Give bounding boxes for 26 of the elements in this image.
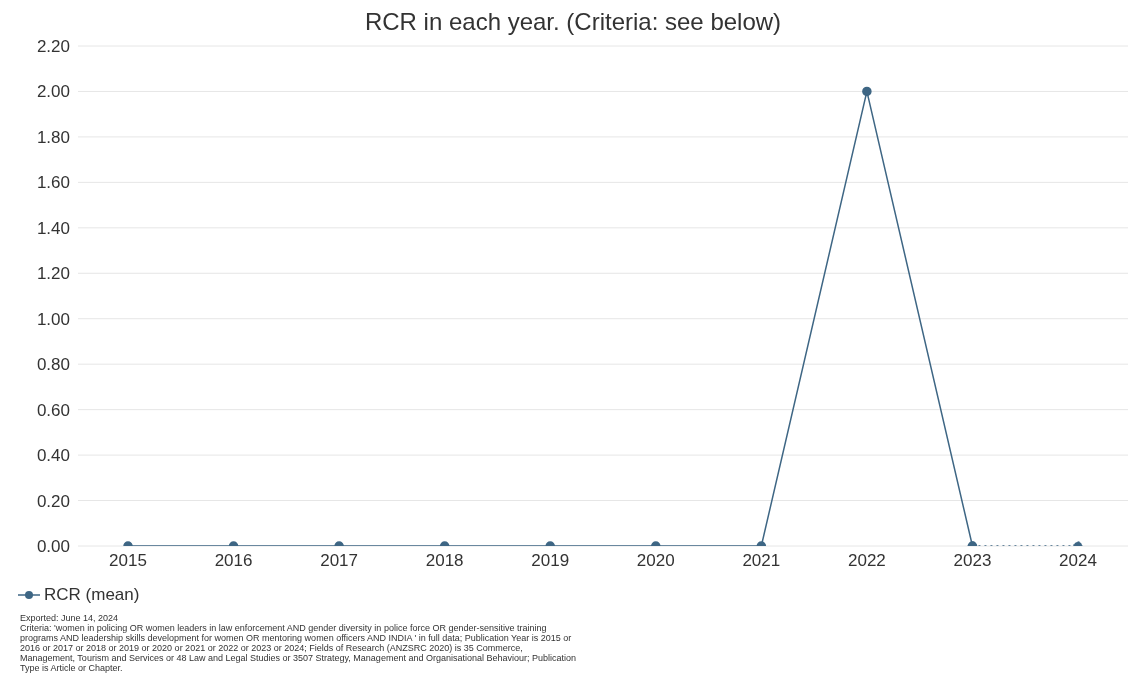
y-tick-label: 0.60 xyxy=(36,400,70,420)
y-tick-label: 1.20 xyxy=(36,264,70,284)
y-tick-label: 1.00 xyxy=(36,309,70,329)
x-tick-label: 2019 xyxy=(531,551,570,571)
x-tick-label: 2017 xyxy=(320,551,359,571)
text: Exported: June 14, 2024 xyxy=(20,613,120,623)
y-tick-label: 0.40 xyxy=(36,446,70,466)
legend-label: RCR (mean) xyxy=(43,585,140,605)
y-tick-label: 0.00 xyxy=(36,537,70,557)
y-tick-label: 1.60 xyxy=(36,173,70,193)
x-tick-label: 2016 xyxy=(214,551,253,571)
x-tick-label: 2018 xyxy=(425,551,464,571)
y-tick-label: 2.00 xyxy=(36,82,70,102)
x-tick-label: 2015 xyxy=(109,551,147,571)
y-tick-label: 1.80 xyxy=(36,127,70,147)
x-tick-label: 2024 xyxy=(1059,551,1097,571)
x-tick-label: 2021 xyxy=(742,551,781,571)
x-tick-label: 2020 xyxy=(636,551,675,571)
y-tick-label: 0.20 xyxy=(36,491,70,511)
chart-title: RCR in each year. (Criteria: see below) xyxy=(363,8,783,36)
text: Criteria: 'women in policing OR women leaders in law enforcement AND gender diversity in police force OR gender-sensitive training programs AND leadership skills development for women OR mentoring women officers AND INDIA ' in full data; Publication Year is 2015 or 2016 or 2017 or 2018 or 2019 or 2020 or 2021 or 2022 or 2023 or 2024; Fields of Research (ANZSRC 2020) is 35 Commerce, Management, Tourism and Services or 48 Law and Legal Studies or 3507 Strategy, Management and Organisational Behaviour; Publication Type is Article or Chapter. xyxy=(20,623,577,673)
y-tick-label: 0.80 xyxy=(36,355,70,375)
x-tick-label: 2022 xyxy=(847,551,886,571)
y-tick-label: 2.20 xyxy=(36,37,70,57)
y-tick-label: 1.40 xyxy=(36,218,70,238)
x-tick-label: 2023 xyxy=(953,551,992,571)
